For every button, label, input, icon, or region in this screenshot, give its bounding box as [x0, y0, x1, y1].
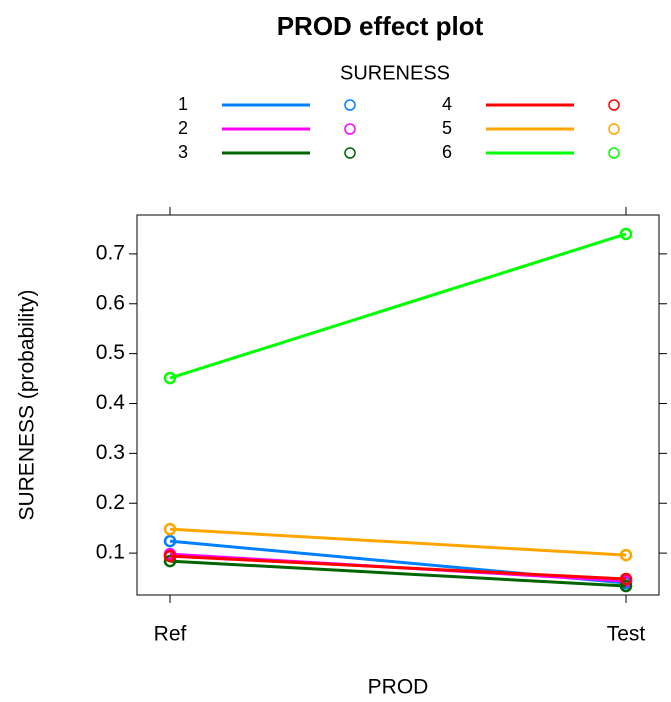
legend-point [344, 99, 356, 111]
x-tick-label: Ref [154, 623, 187, 646]
series-line [169, 527, 627, 557]
y-tick-label: 0.2 [96, 491, 125, 514]
series-point [619, 579, 633, 593]
series-point [163, 522, 177, 536]
series-point [163, 371, 177, 385]
legend-title: SURENESS [340, 62, 450, 84]
series-line [169, 554, 627, 581]
legend-point [608, 123, 620, 135]
legend-point [608, 147, 620, 159]
legend-label: 2 [178, 118, 188, 138]
y-tick-label: 0.4 [96, 391, 126, 414]
plot-frame [136, 214, 660, 596]
legend-point [344, 123, 356, 135]
y-tick-label: 0.3 [96, 441, 125, 464]
series-line [169, 232, 627, 380]
legend-point [344, 147, 356, 159]
legend-point [608, 99, 620, 111]
series-point [619, 572, 633, 586]
y-tick-label: 0.7 [96, 241, 125, 264]
series-point [163, 549, 177, 563]
series-line [169, 559, 627, 588]
series-point [163, 534, 177, 548]
series-point [619, 548, 633, 562]
series-point [163, 554, 177, 568]
y-tick-label: 0.6 [96, 291, 125, 314]
y-tick-label: 0.5 [96, 341, 125, 364]
legend-label: 4 [442, 94, 452, 114]
legend-label: 5 [442, 118, 452, 138]
legend-label: 3 [178, 142, 188, 162]
series-point [619, 227, 633, 241]
legend-label: 6 [442, 142, 452, 162]
y-tick-label: 0.1 [96, 541, 125, 564]
chart-title: PROD effect plot [277, 11, 484, 41]
x-tick-label: Test [607, 623, 646, 646]
x-axis-label: PROD [368, 676, 429, 699]
legend-label: 1 [178, 94, 188, 114]
y-axis-label: SURENESS (probability) [16, 289, 39, 520]
